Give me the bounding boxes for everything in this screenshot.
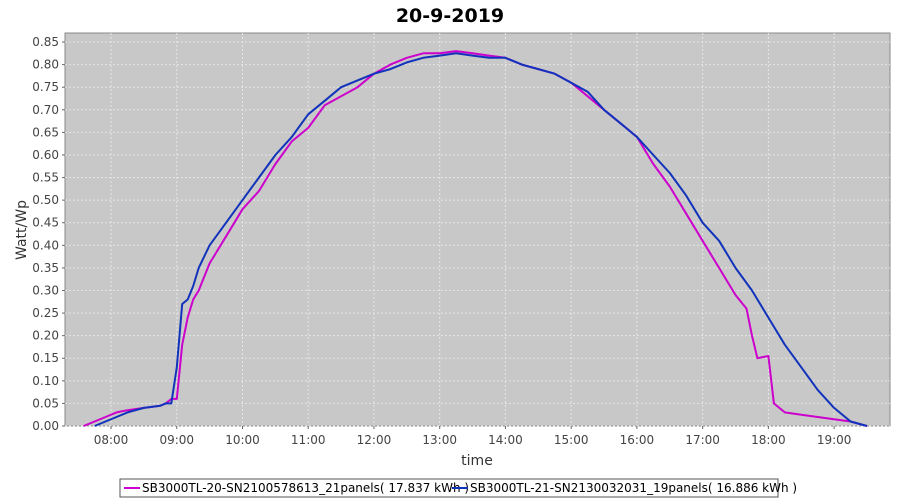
x-tick-label: 11:00 — [291, 433, 326, 447]
y-tick-label: 0.50 — [32, 193, 59, 207]
y-tick-label: 0.15 — [32, 351, 59, 365]
y-tick-label: 0.70 — [32, 103, 59, 117]
x-tick-label: 18:00 — [751, 433, 786, 447]
series-line-2 — [94, 52, 868, 427]
x-tick-label: 15:00 — [554, 433, 589, 447]
y-tick-label: 0.85 — [32, 35, 59, 49]
x-axis-ticks: 08:00 09:00 10:00 11:00 12:00 13:00 14:00 15:00… — [94, 426, 852, 447]
y-tick-label: 0.60 — [32, 148, 59, 162]
y-tick-label: 0.65 — [32, 125, 59, 139]
chart-title: 20-9-2019 — [396, 5, 504, 27]
x-tick-label: 10:00 — [225, 433, 260, 447]
x-tick-label: 16:00 — [620, 433, 655, 447]
x-axis-label: time — [461, 453, 493, 469]
y-axis-label: Watt/Wp — [14, 200, 30, 260]
y-tick-label: 0.05 — [32, 396, 59, 410]
series-line-1 — [83, 50, 868, 427]
y-tick-label: 0.55 — [32, 171, 59, 185]
x-tick-label: 08:00 — [94, 433, 129, 447]
x-tick-label: 12:00 — [357, 433, 392, 447]
legend-label-series-1: SB3000TL-20-SN2100578613_21panels( 17.83… — [142, 481, 469, 495]
y-tick-label: 0.25 — [32, 306, 59, 320]
y-tick-label: 0.20 — [32, 329, 59, 343]
y-tick-label: 0.80 — [32, 58, 59, 72]
y-tick-label: 0.00 — [32, 419, 59, 433]
x-tick-label: 09:00 — [159, 433, 194, 447]
y-tick-label: 0.45 — [32, 216, 59, 230]
x-tick-label: 17:00 — [685, 433, 720, 447]
y-tick-label: 0.35 — [32, 261, 59, 275]
y-axis-ticks: 0.00 0.05 0.10 0.15 0.20 0.25 0.30 0.35 0.40 0.45… — [32, 35, 65, 433]
x-tick-label: 13:00 — [422, 433, 457, 447]
x-tick-label: 14:00 — [488, 433, 523, 447]
grid-lines — [65, 33, 890, 427]
y-tick-label: 0.10 — [32, 374, 59, 388]
plot-area — [64, 32, 891, 427]
y-tick-label: 0.75 — [32, 80, 59, 94]
y-tick-label: 0.40 — [32, 238, 59, 252]
series-lines — [83, 50, 868, 427]
legend-box — [119, 478, 779, 498]
y-tick-label: 0.30 — [32, 283, 59, 297]
legend-label-series-2: SB3000TL-21-SN2130032031_19panels( 16.88… — [470, 481, 797, 495]
x-tick-label: 19:00 — [817, 433, 852, 447]
